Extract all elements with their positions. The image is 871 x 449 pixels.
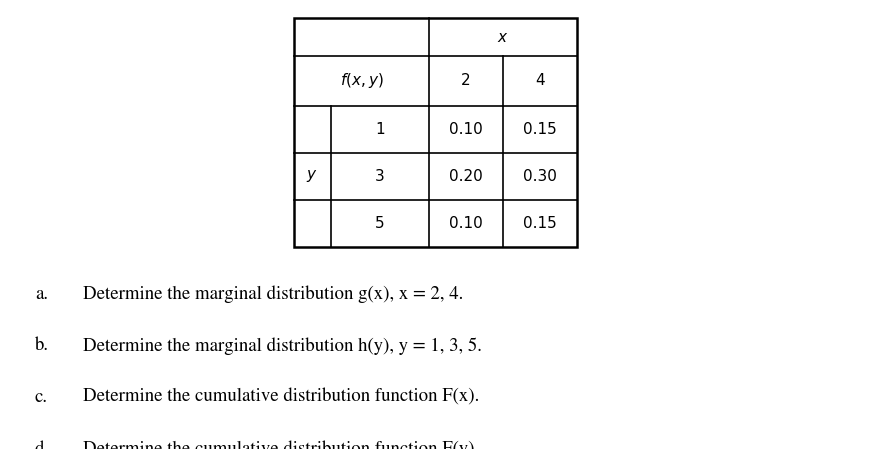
Text: 4: 4: [535, 73, 545, 88]
Text: 2: 2: [461, 73, 471, 88]
Text: b.: b.: [35, 337, 49, 354]
Text: c.: c.: [35, 389, 48, 406]
Text: $f(x,y)$: $f(x,y)$: [340, 71, 383, 90]
Text: Determine the marginal distribution g(x), x = 2, 4.: Determine the marginal distribution g(x)…: [83, 285, 463, 303]
Text: d.: d.: [35, 440, 49, 449]
Text: 0.20: 0.20: [449, 169, 483, 184]
Text: $y$: $y$: [307, 168, 318, 184]
Text: 0.15: 0.15: [523, 122, 557, 136]
Text: 0.30: 0.30: [523, 169, 557, 184]
Text: a.: a.: [35, 286, 48, 303]
Text: Determine the cumulative distribution function F(y).: Determine the cumulative distribution fu…: [83, 440, 479, 449]
Text: 0.10: 0.10: [449, 122, 483, 136]
Text: $x$: $x$: [497, 30, 509, 44]
Text: 0.10: 0.10: [449, 216, 483, 231]
Text: 0.15: 0.15: [523, 216, 557, 231]
Text: Determine the cumulative distribution function F(x).: Determine the cumulative distribution fu…: [83, 389, 479, 406]
Text: Determine the marginal distribution h(y), y = 1, 3, 5.: Determine the marginal distribution h(y)…: [83, 337, 482, 355]
Text: 3: 3: [375, 169, 385, 184]
Text: 5: 5: [375, 216, 385, 231]
Text: 1: 1: [375, 122, 385, 136]
